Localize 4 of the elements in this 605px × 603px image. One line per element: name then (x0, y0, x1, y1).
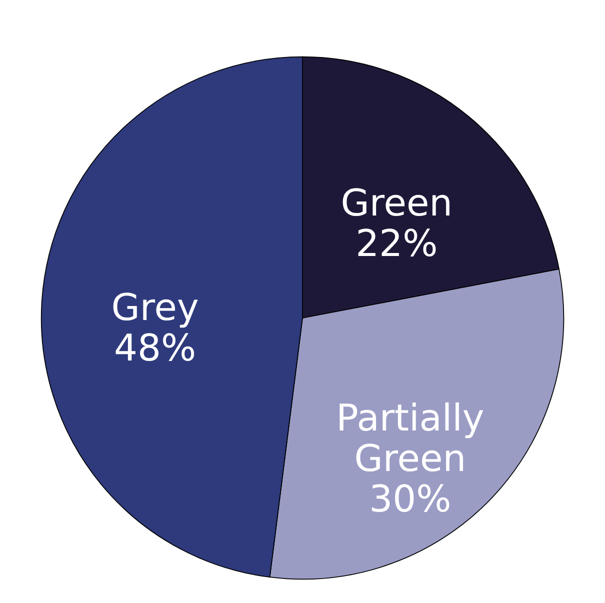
slice-label: Grey (111, 286, 199, 330)
data-label: 48% (114, 326, 196, 370)
data-label: 22% (356, 222, 438, 266)
slice-label: Green (340, 182, 453, 225)
